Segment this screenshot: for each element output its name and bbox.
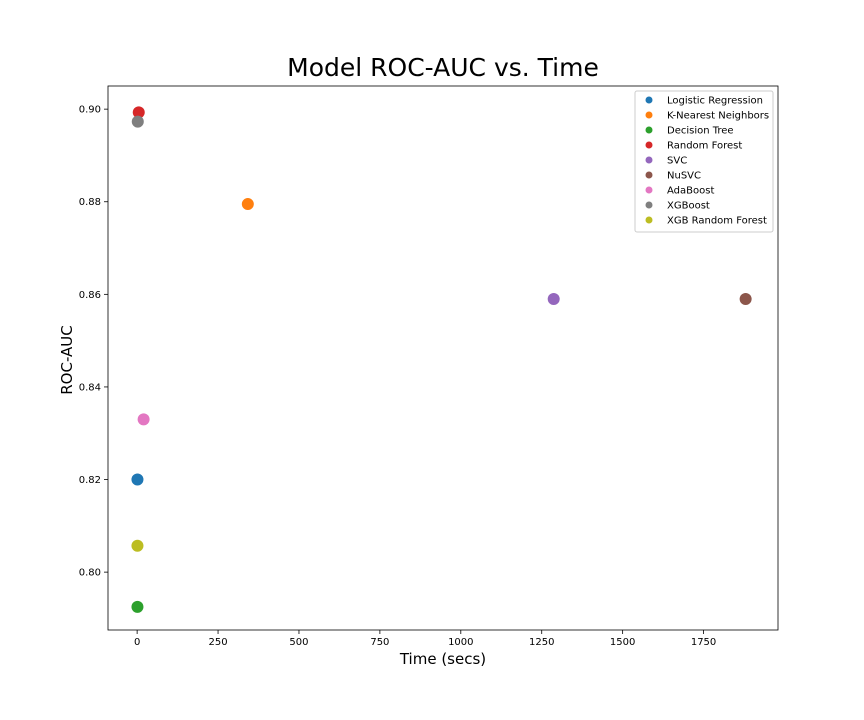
y-tick-label: 0.84 [79,382,101,393]
data-point [132,106,145,119]
legend-label: AdaBoost [667,186,714,197]
y-tick-label: 0.88 [79,197,101,208]
legend-marker [645,171,653,179]
x-tick-label: 0 [134,637,140,648]
data-point [131,115,144,128]
legend-label: XGB Random Forest [667,216,767,227]
x-tick-label: 1750 [691,637,716,648]
legend-marker [645,201,653,209]
y-tick-label: 0.90 [79,105,101,116]
y-tick-label: 0.80 [79,568,101,579]
data-point [137,413,150,426]
x-axis-label: Time (secs) [399,650,486,668]
chart-title: Model ROC-AUC vs. Time [287,53,599,82]
y-tick-label: 0.82 [79,475,101,486]
data-point [131,600,144,613]
legend-box [634,90,774,233]
x-tick-label: 750 [370,637,389,648]
x-tick-label: 1500 [610,637,635,648]
axes-frame [107,85,779,631]
legend-label: SVC [667,156,687,167]
x-tick-label: 1000 [448,637,473,648]
x-tick-label: 250 [209,637,228,648]
legend-marker [645,216,653,224]
data-point [547,292,560,305]
data-point [739,292,752,305]
legend-label: K-Nearest Neighbors [667,111,769,122]
legend-label: Random Forest [667,141,742,152]
x-tick-label: 500 [289,637,308,648]
data-point [241,198,254,211]
legend-marker [645,186,653,194]
legend-marker [645,111,653,119]
legend-marker [645,156,653,164]
x-tick-label: 1250 [529,637,554,648]
y-tick-label: 0.86 [79,290,101,301]
legend-label: NuSVC [667,171,701,182]
legend-label: Logistic Regression [667,96,763,107]
data-point [131,473,144,486]
legend-marker [645,141,653,149]
plot-area: 0 250 500 750 1000 1250 1500 1750 0.80 0.82 0.84 0.… [79,85,779,648]
legend-marker [645,126,653,134]
data-point [131,539,144,552]
y-axis-label: ROC-AUC [58,325,76,395]
legend: Logistic Regression K-Nearest Neighbors De… [634,90,774,233]
legend-label: Decision Tree [667,126,734,137]
legend-marker [645,96,653,104]
legend-label: XGBoost [667,201,710,212]
